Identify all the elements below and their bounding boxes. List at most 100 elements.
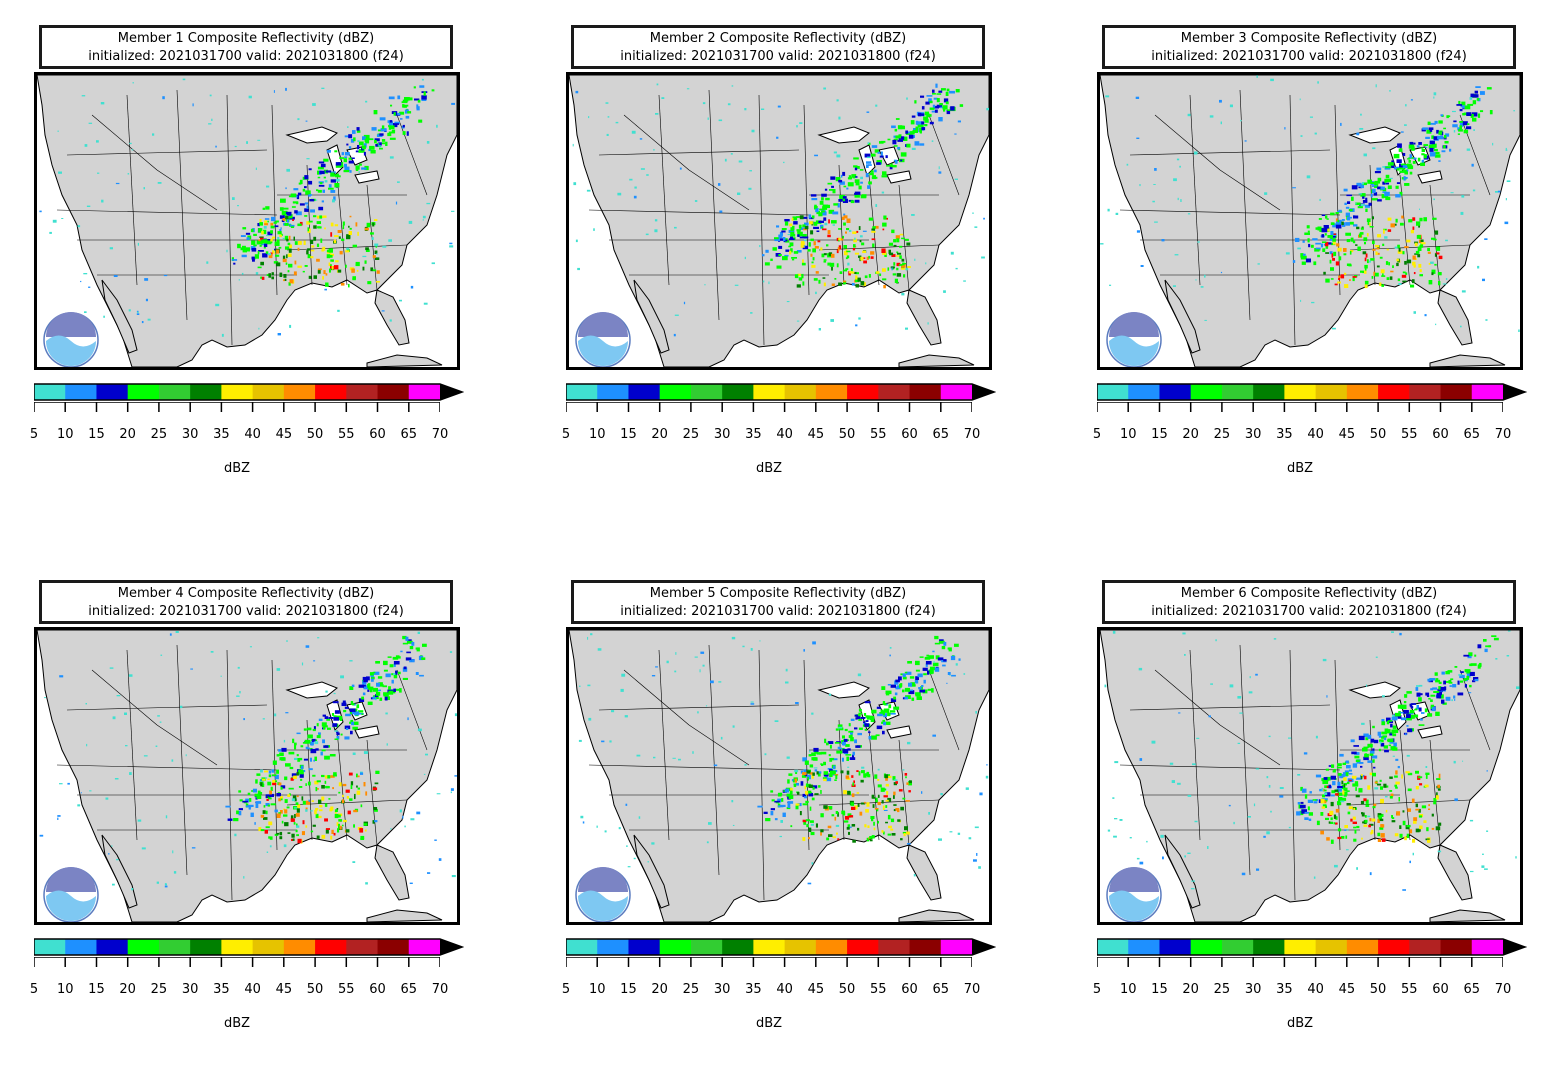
- colorbar-segment: [1253, 939, 1285, 955]
- colorbar-segment: [283, 384, 316, 400]
- colorbar-segment: [690, 939, 723, 955]
- title-line-1: Member 5 Composite Reflectivity (dBZ): [649, 586, 907, 601]
- colorbar-tick-label: 55: [870, 427, 887, 442]
- florida-land: [374, 289, 410, 346]
- colorbar-segment: [1378, 939, 1410, 955]
- state-border: [1399, 729, 1411, 841]
- colorbar-tick-label: 40: [244, 982, 261, 997]
- florida-land: [374, 844, 410, 901]
- colorbar-tick-label: 40: [1307, 982, 1324, 997]
- reflectivity-echoes: [578, 633, 989, 888]
- north-america-land: [37, 75, 457, 367]
- colorbar-tick-label: 65: [1463, 427, 1481, 442]
- colorbar-segment: [1253, 384, 1285, 400]
- colorbar-segment: [784, 939, 817, 955]
- colorbar-segment: [566, 939, 598, 955]
- state-border: [803, 104, 810, 296]
- state-border: [286, 244, 408, 251]
- florida-land: [906, 289, 942, 346]
- colorbar-tick-label: 50: [306, 427, 324, 442]
- colorbar-segment: [722, 939, 754, 955]
- colorbar-tick-label: 70: [963, 427, 981, 442]
- baja-land: [1164, 834, 1201, 909]
- reflectivity-map: [1097, 72, 1523, 370]
- panel-member-3: Member 3 Composite Reflectivity (dBZ) ini…: [1093, 25, 1537, 485]
- colorbar-tick-label: 45: [807, 982, 825, 997]
- colorbar-tick-label: 40: [244, 427, 261, 442]
- reflectivity-echoes: [1104, 630, 1520, 891]
- colorbar-tick-label: 5: [29, 982, 39, 997]
- great-lakes: [817, 681, 912, 739]
- colorbar-segment: [190, 939, 222, 955]
- colorbar-tick-label: 20: [119, 982, 136, 997]
- panel-title: Member 3 Composite Reflectivity (dBZ) ini…: [1102, 25, 1516, 69]
- colorbar-segment: [1284, 939, 1317, 955]
- state-border: [598, 704, 800, 711]
- colorbar-tick-label: 35: [213, 427, 230, 442]
- colorbar-tick-label: 5: [1092, 982, 1102, 997]
- state-border: [1189, 94, 1201, 286]
- colorbar-segment: [1190, 939, 1223, 955]
- florida-land: [1437, 289, 1473, 346]
- colorbar-segment: [753, 384, 786, 400]
- colorbar-segment: [1128, 384, 1160, 400]
- colorbar-tick-label: 45: [807, 427, 825, 442]
- colorbar-segment: [878, 939, 911, 955]
- cuba-land: [1429, 354, 1506, 367]
- colorbar-tick-label: 70: [963, 982, 981, 997]
- colorbar-extend-arrow: [1503, 939, 1525, 955]
- cuba-land: [898, 909, 975, 922]
- colorbar-segment: [96, 939, 129, 955]
- title-line-1: Member 3 Composite Reflectivity (dBZ): [1180, 31, 1438, 46]
- panel-member-2: Member 2 Composite Reflectivity (dBZ) ini…: [562, 25, 1006, 485]
- colorbar-segment: [1409, 384, 1442, 400]
- colorbar-label: dBZ: [1286, 461, 1314, 476]
- state-border: [688, 724, 750, 766]
- panel-title: Member 2 Composite Reflectivity (dBZ) ini…: [571, 25, 985, 69]
- colorbar-segment: [1221, 939, 1254, 955]
- colorbar-tick-label: 25: [1213, 427, 1231, 442]
- great-lakes: [1348, 681, 1443, 739]
- state-border: [623, 669, 690, 726]
- colorbar-tick-label: 50: [838, 427, 856, 442]
- colorbar: [34, 938, 464, 956]
- state-border: [1119, 764, 1341, 771]
- state-border: [1219, 169, 1281, 211]
- colorbar-tick-label: 45: [275, 982, 293, 997]
- colorbar-tick-label: 60: [369, 982, 386, 997]
- state-border: [928, 669, 960, 751]
- state-border: [1349, 244, 1471, 251]
- colorbar-tick-label: 20: [651, 427, 668, 442]
- panel-member-6: Member 6 Composite Reflectivity (dBZ) ini…: [1093, 580, 1537, 1040]
- colorbar-ticks: [1097, 957, 1503, 967]
- state-border: [838, 719, 845, 841]
- colorbar-tick-label: 20: [1182, 982, 1199, 997]
- colorbar-label: dBZ: [1286, 1016, 1314, 1031]
- colorbar-tick-label: 60: [1432, 982, 1449, 997]
- colorbar-tick-label: 45: [1338, 427, 1356, 442]
- reflectivity-map: [1097, 627, 1523, 925]
- colorbar-segment: [1440, 939, 1473, 955]
- state-border: [176, 644, 188, 876]
- baja-land: [633, 834, 670, 909]
- reflectivity-echoes: [39, 78, 455, 337]
- colorbar-tick-label: 65: [932, 982, 950, 997]
- colorbar-tick-label: 50: [838, 982, 856, 997]
- colorbar-segment: [346, 939, 379, 955]
- colorbar-segment: [690, 384, 723, 400]
- colorbar-tick-label: 30: [1244, 427, 1262, 442]
- colorbar-segment: [628, 939, 661, 955]
- title-line-1: Member 6 Composite Reflectivity (dBZ): [1180, 586, 1438, 601]
- colorbar-tick-label: 15: [1151, 982, 1168, 997]
- colorbar-tick-label: 25: [1213, 982, 1231, 997]
- colorbar-extend-arrow: [440, 939, 462, 955]
- colorbar-tick-label: 30: [181, 427, 199, 442]
- title-line-1: Member 2 Composite Reflectivity (dBZ): [649, 31, 907, 46]
- colorbar-tick-label: 5: [29, 427, 39, 442]
- panel-title: Member 5 Composite Reflectivity (dBZ) ini…: [571, 580, 985, 624]
- state-border: [1189, 649, 1201, 841]
- cuba-land: [366, 909, 443, 922]
- colorbar-segment: [408, 939, 441, 955]
- colorbar-segment: [315, 939, 347, 955]
- state-border: [66, 704, 268, 711]
